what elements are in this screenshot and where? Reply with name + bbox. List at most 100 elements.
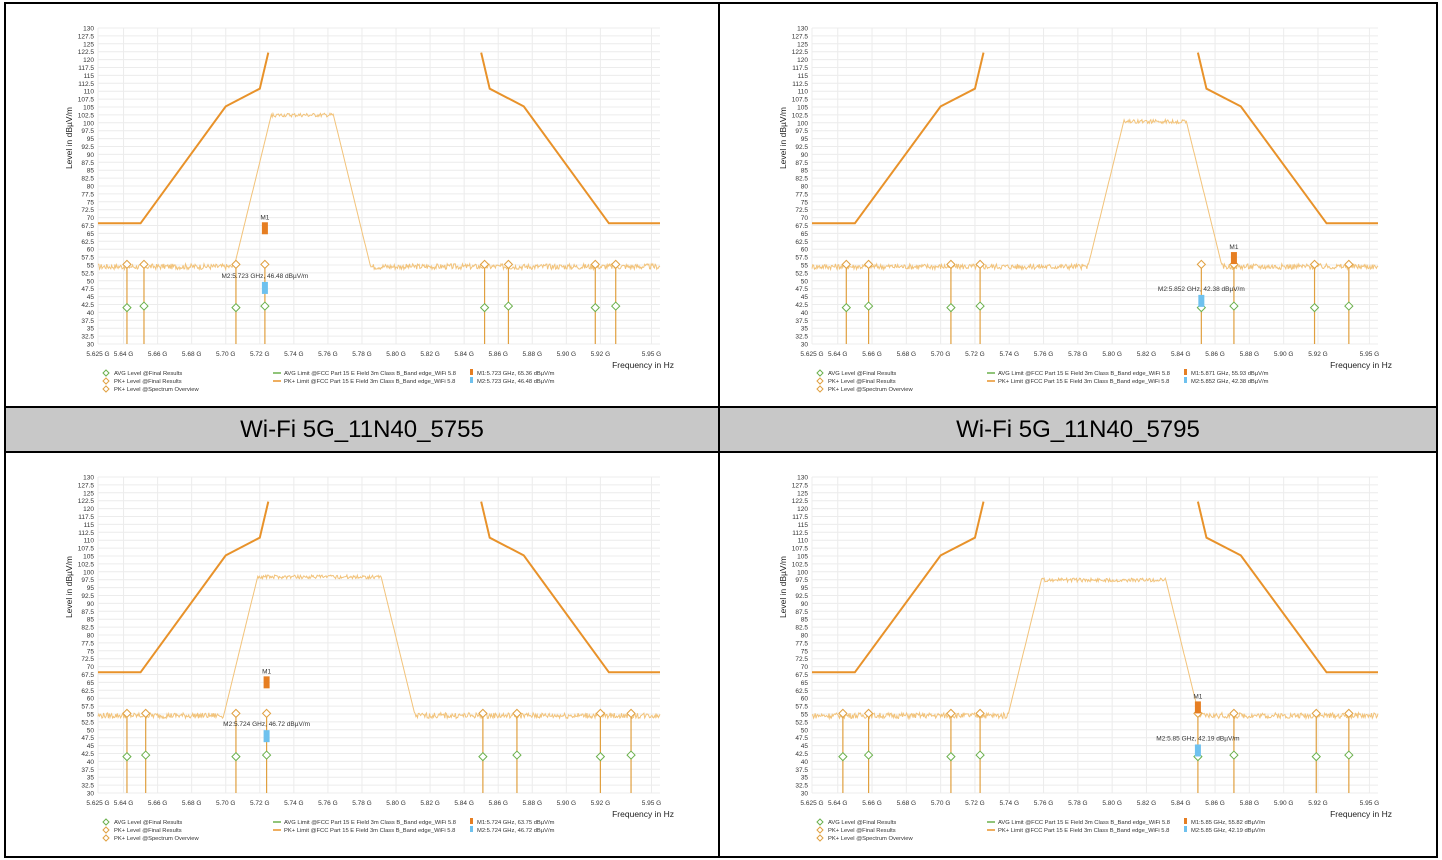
y-tick-label: 125 xyxy=(797,41,808,48)
y-tick-label: 72.5 xyxy=(81,656,94,663)
pk-final-point xyxy=(595,708,606,719)
y-tick-label: 105 xyxy=(797,554,808,561)
y-tick-label: 77.5 xyxy=(81,191,94,198)
y-tick-label: 45 xyxy=(87,294,95,301)
pk-final-point xyxy=(1344,708,1354,719)
x-tick-label: 5.82 G xyxy=(1137,351,1157,358)
spectrum-trace xyxy=(811,117,1379,272)
x-tick-label: 5.80 G xyxy=(386,800,406,807)
pk-final-point xyxy=(611,259,621,270)
legend-icon xyxy=(816,369,824,377)
y-tick-label: 40 xyxy=(801,310,809,317)
marker-m2 xyxy=(261,281,268,294)
y-tick-label: 45 xyxy=(87,743,95,750)
marker-m1-label: M1 xyxy=(1193,693,1202,700)
x-axis-label: Frequency in Hz xyxy=(1330,809,1392,819)
chart-cell-1: 30 32.5 35 37.5 40 42.5 45 47.5 50 52.5 55 57.5 60 62… xyxy=(6,4,718,406)
y-tick-label: 95 xyxy=(87,585,95,592)
x-tick-label: 5.74 G xyxy=(999,800,1019,807)
y-tick-label: 110 xyxy=(84,538,95,545)
x-tick-label: 5.68 G xyxy=(182,351,202,358)
y-tick-label: 90 xyxy=(87,152,95,159)
x-tick-label: 5.68 G xyxy=(897,800,917,807)
x-tick-label: 5.84 G xyxy=(454,351,474,358)
y-tick-label: 75 xyxy=(801,199,809,206)
y-tick-label: 72.5 xyxy=(795,656,808,663)
y-tick-label: 107.5 xyxy=(792,97,809,104)
y-tick-label: 87.5 xyxy=(795,160,808,167)
y-tick-label: 45 xyxy=(801,294,809,301)
avg-final-point xyxy=(260,301,270,311)
avg-final-point xyxy=(975,750,985,760)
caption-left: Wi-Fi 5G_11N40_5755 xyxy=(6,408,718,451)
y-tick-label: 50 xyxy=(87,727,95,734)
y-tick-label: 32.5 xyxy=(795,334,808,341)
y-tick-label: 112.5 xyxy=(792,530,808,537)
legend-icon xyxy=(816,818,824,826)
y-tick-label: 122.5 xyxy=(792,498,809,505)
y-tick-label: 77.5 xyxy=(81,640,94,647)
x-tick-label: 5.66 G xyxy=(148,351,168,358)
y-tick-label: 50 xyxy=(87,278,95,285)
x-tick-label: 5.76 G xyxy=(318,800,338,807)
avg-final-point xyxy=(1229,750,1239,760)
spectrum-trace xyxy=(97,111,661,272)
x-tick-label: 5.72 G xyxy=(965,800,985,807)
marker-m1 xyxy=(261,222,268,235)
legend-marker-entry: M1:5.723 GHz, 65.36 dBµV/m xyxy=(477,371,555,377)
caption-right: Wi-Fi 5G_11N40_5795 xyxy=(720,408,1436,451)
y-tick-label: 122.5 xyxy=(792,49,809,56)
x-tick-label: 5.82 G xyxy=(1137,800,1157,807)
pk-final-point xyxy=(260,259,270,270)
limit-line xyxy=(98,52,270,225)
spectrum-trace xyxy=(811,576,1379,721)
x-tick-label: 5.625 G xyxy=(800,351,823,358)
x-tick-label: 5.84 G xyxy=(454,800,474,807)
limit-line xyxy=(480,52,660,225)
legend-entry: PK+ Level @Spectrum Overview xyxy=(114,836,199,842)
pk-final-point xyxy=(975,259,985,270)
avg-final-point xyxy=(261,750,272,760)
legend-entry: PK+ Level @Final Results xyxy=(828,379,896,385)
pk-final-point xyxy=(1229,708,1239,719)
y-tick-label: 35 xyxy=(801,775,809,782)
pk-final-point xyxy=(863,259,874,270)
x-tick-label: 5.78 G xyxy=(352,800,372,807)
x-tick-label: 5.74 G xyxy=(284,351,304,358)
marker-m2 xyxy=(1194,744,1201,757)
y-tick-label: 127.5 xyxy=(792,482,809,489)
avg-final-point xyxy=(626,750,636,760)
y-tick-label: 127.5 xyxy=(78,482,95,489)
y-tick-label: 90 xyxy=(87,601,95,608)
y-tick-label: 52.5 xyxy=(81,719,94,726)
y-tick-label: 65 xyxy=(87,680,95,687)
avg-final-point xyxy=(611,301,621,311)
y-tick-label: 107.5 xyxy=(78,546,95,553)
y-axis-label: Level in dBµV/m xyxy=(778,556,788,618)
avg-final-point xyxy=(478,751,488,762)
x-tick-label: 5.86 G xyxy=(488,351,508,358)
row-divider-top xyxy=(4,406,1438,408)
x-tick-label: 5.72 G xyxy=(250,800,270,807)
legend-icon xyxy=(470,826,473,832)
legend-icon xyxy=(102,818,110,826)
limit-line xyxy=(1196,52,1378,225)
y-tick-label: 32.5 xyxy=(81,783,94,790)
pk-final-point xyxy=(231,708,241,719)
x-tick-label: 5.78 G xyxy=(352,351,372,358)
y-tick-label: 32.5 xyxy=(795,783,808,790)
y-tick-label: 82.5 xyxy=(81,625,94,632)
legend-icon xyxy=(1184,826,1187,832)
x-tick-label: 5.78 G xyxy=(1068,800,1088,807)
avg-final-point xyxy=(863,750,874,760)
y-tick-label: 95 xyxy=(801,136,809,143)
y-tick-label: 92.5 xyxy=(795,144,808,151)
y-tick-label: 45 xyxy=(801,743,809,750)
y-tick-label: 40 xyxy=(87,310,95,317)
y-tick-label: 85 xyxy=(801,617,809,624)
x-tick-label: 5.76 G xyxy=(1034,800,1054,807)
y-tick-label: 47.5 xyxy=(81,286,94,293)
pk-final-point xyxy=(122,259,132,270)
y-tick-label: 130 xyxy=(83,475,94,482)
y-tick-label: 70 xyxy=(87,664,95,671)
